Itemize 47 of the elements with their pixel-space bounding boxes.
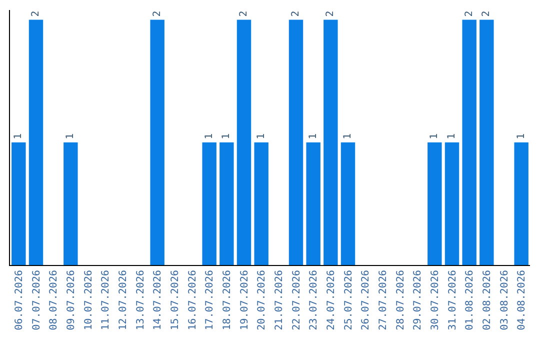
x-tick-label: 18.07.2026	[222, 270, 233, 330]
data-label: 1	[446, 133, 458, 140]
x-tick-label: 13.07.2026	[135, 270, 146, 330]
data-label: 2	[464, 10, 475, 17]
data-label: 1	[204, 133, 215, 140]
x-tick-label: 20.07.2026	[256, 270, 268, 330]
data-label: 1	[516, 133, 527, 140]
data-label: 1	[308, 133, 319, 140]
data-label: 2	[481, 10, 492, 17]
x-tick-label: 19.07.2026	[239, 270, 250, 330]
x-tick-label: 25.07.2026	[343, 270, 354, 330]
x-tick-label: 26.07.2026	[360, 270, 372, 330]
x-tick-label: 11.07.2026	[100, 270, 112, 330]
data-label: 1	[221, 133, 232, 140]
x-tick-label: 28.07.2026	[395, 270, 406, 330]
data-label: 2	[290, 10, 302, 17]
x-tick-label: 30.07.2026	[430, 270, 441, 330]
data-label: 2	[238, 10, 250, 17]
x-tick-label: 08.07.2026	[48, 270, 60, 330]
x-tick-label: 04.08.2026	[516, 270, 528, 330]
x-tick-label: 29.07.2026	[412, 270, 424, 330]
x-tick-label: 03.08.2026	[499, 270, 510, 330]
data-label: 2	[30, 10, 42, 17]
x-tick-label: 15.07.2026	[170, 270, 181, 330]
data-label: 1	[256, 133, 267, 140]
x-tick-label: 10.07.2026	[83, 270, 94, 330]
x-tick-label: 23.07.2026	[308, 270, 320, 330]
x-tick-label: 02.08.2026	[482, 270, 493, 330]
data-label: 1	[65, 133, 76, 140]
x-tick-label: 24.07.2026	[326, 270, 337, 330]
x-tick-label: 06.07.2026	[14, 270, 25, 330]
data-label: 1	[342, 133, 354, 140]
x-tick-label: 27.07.2026	[378, 270, 389, 330]
x-tick-label: 01.08.2026	[464, 270, 476, 330]
x-tick-label: 31.07.2026	[447, 270, 458, 330]
x-tick-label: 17.07.2026	[204, 270, 216, 330]
x-tick-label: 09.07.2026	[66, 270, 77, 330]
data-label: 1	[13, 133, 24, 140]
x-tick-label: 21.07.2026	[274, 270, 285, 330]
x-tick-label: 12.07.2026	[118, 270, 129, 330]
x-tick-label: 14.07.2026	[152, 270, 164, 330]
data-label: 2	[152, 10, 163, 17]
x-tick-label: 16.07.2026	[187, 270, 198, 330]
data-label: 2	[325, 10, 336, 17]
data-label: 1	[429, 133, 440, 140]
x-tick-label: 07.07.2026	[31, 270, 42, 330]
x-tick-label: 22.07.2026	[291, 270, 302, 330]
